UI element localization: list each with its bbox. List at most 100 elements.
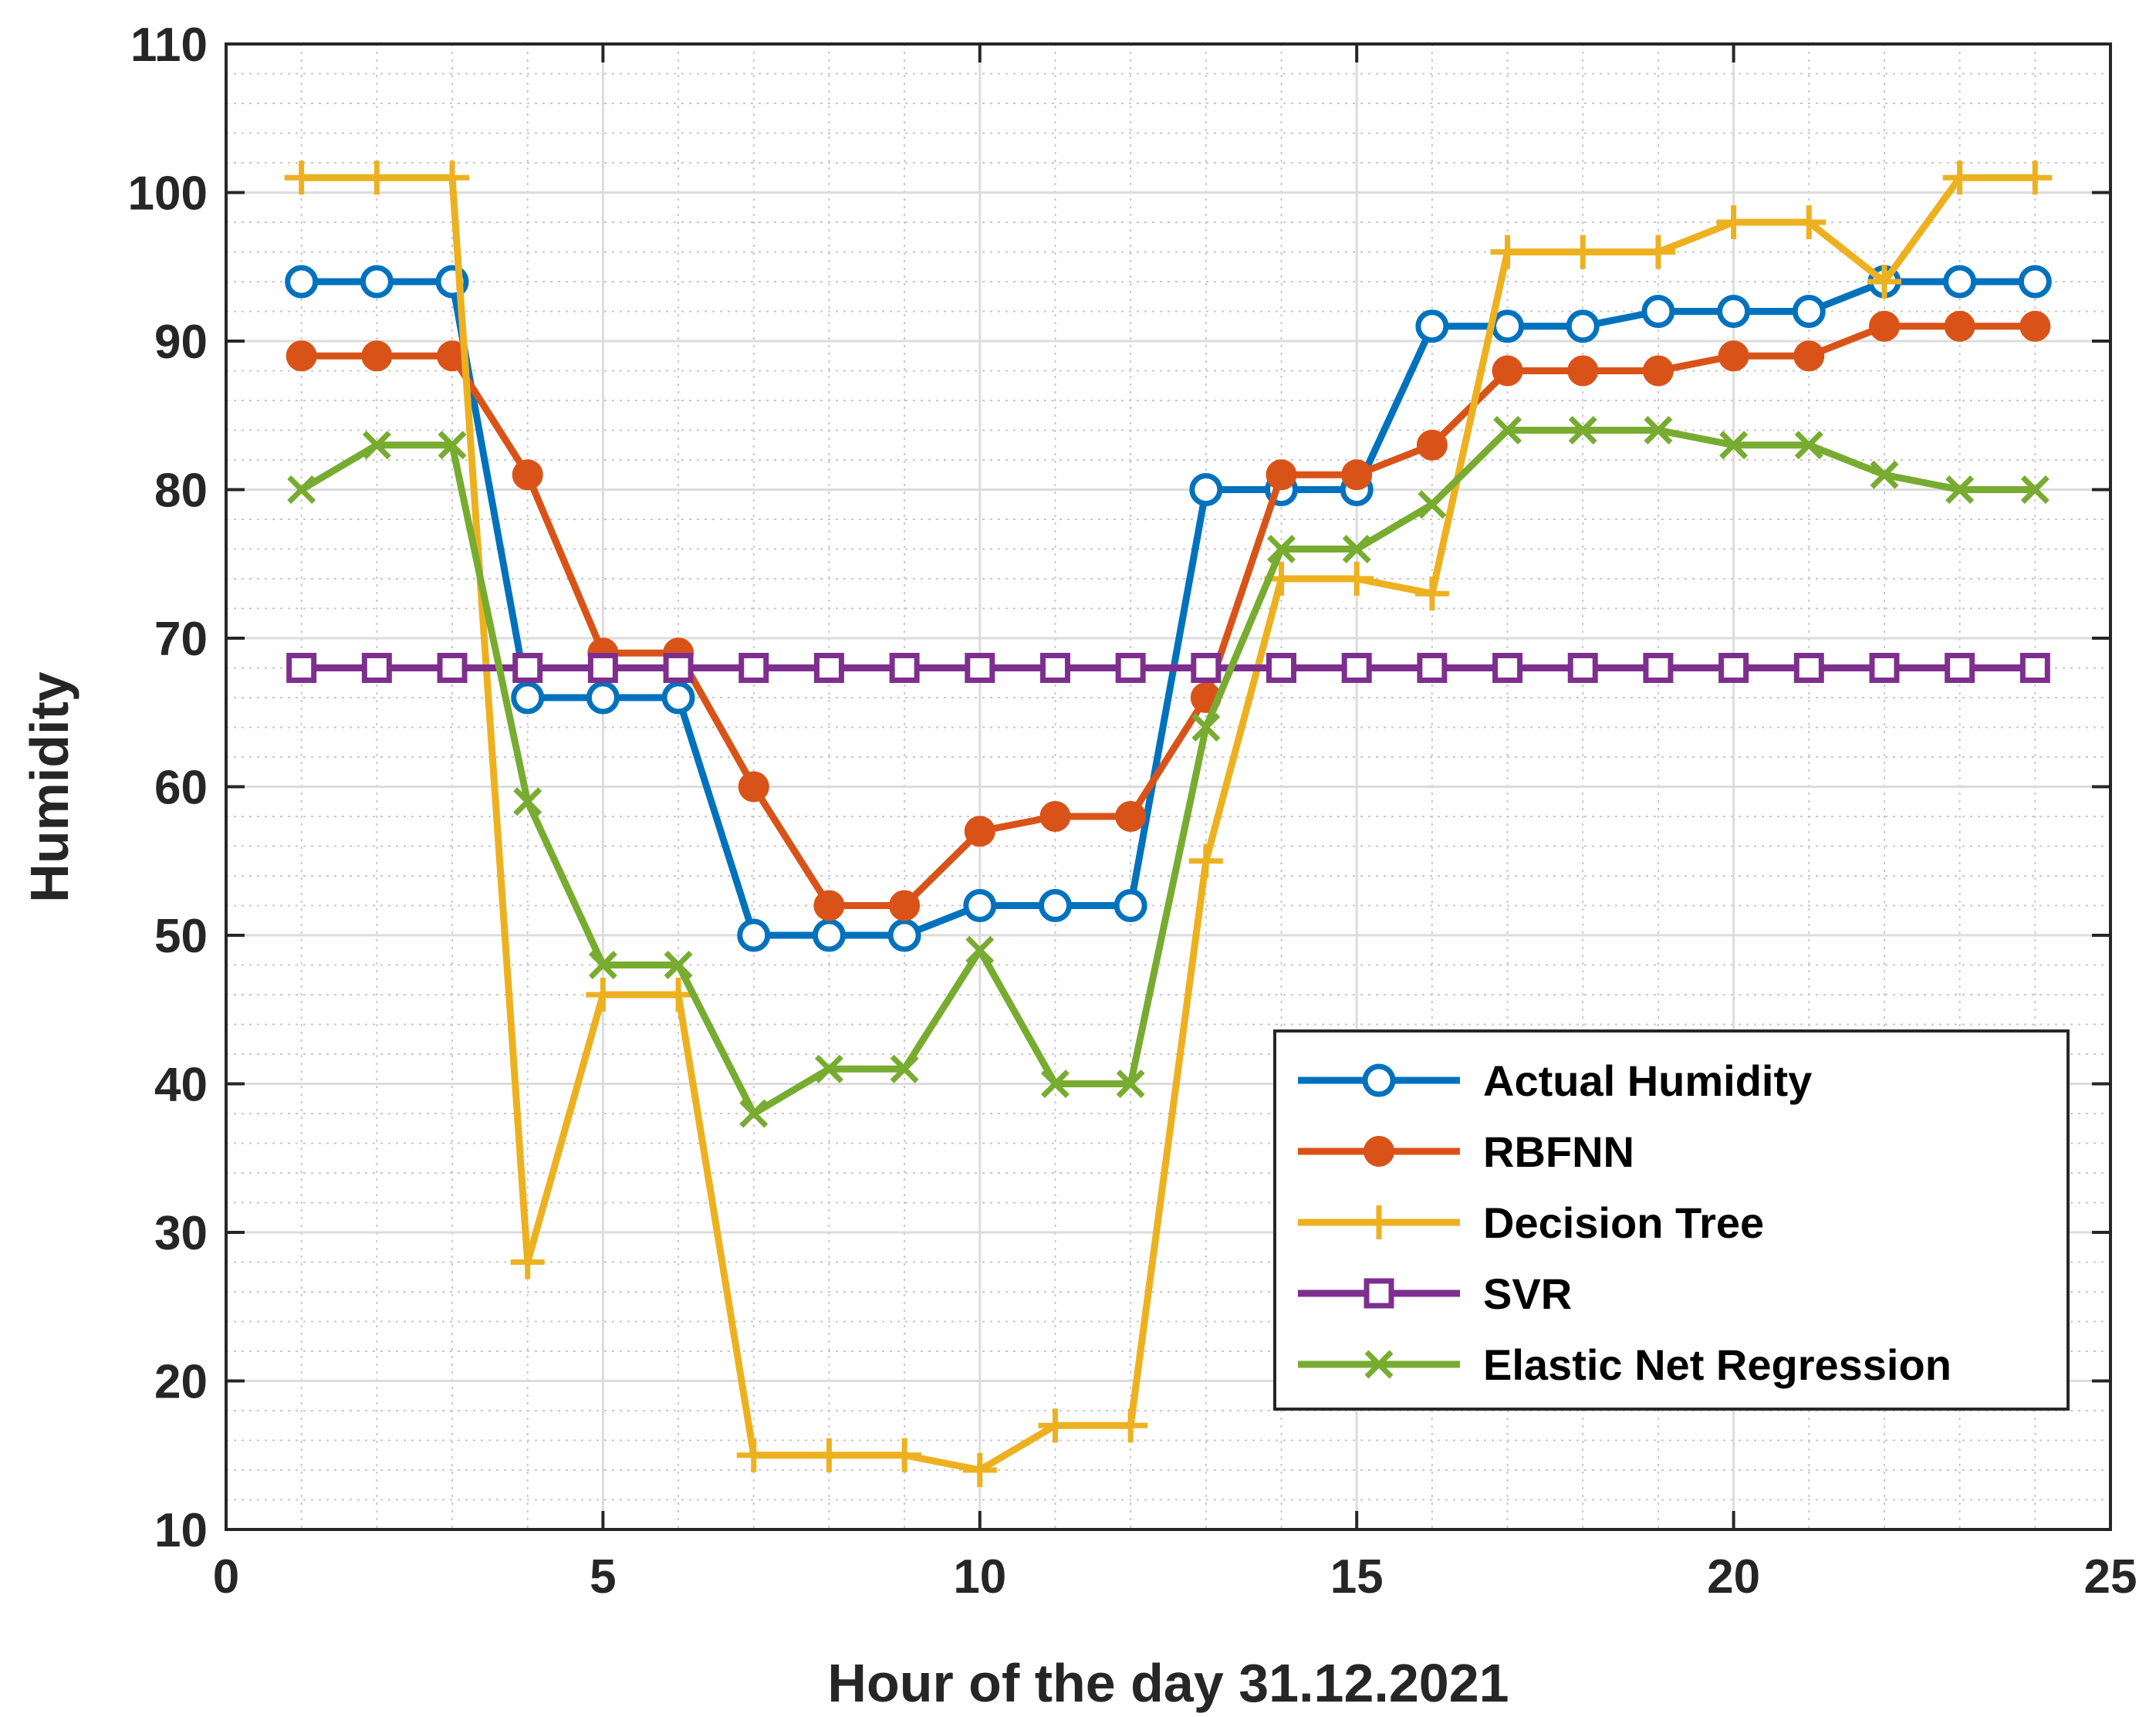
data-point-svr	[512, 653, 543, 683]
data-point-svr	[1718, 653, 1749, 683]
data-point-elastic-net-regression	[1116, 1070, 1145, 1098]
series-svr	[286, 653, 2050, 683]
data-point-rbfnn	[1266, 459, 1297, 491]
data-point-elastic-net-regression	[513, 787, 542, 816]
legend-marker-decision-tree	[1362, 1205, 1396, 1239]
data-point-svr	[1266, 653, 1297, 683]
data-point-svr	[965, 653, 995, 683]
data-point-svr	[1643, 653, 1674, 683]
data-point-elastic-net-regression	[588, 951, 617, 979]
data-point-elastic-net-regression	[965, 935, 995, 965]
data-point-svr	[361, 653, 392, 683]
legend-label-svr: SVR	[1483, 1269, 1572, 1318]
data-point-elastic-net-regression	[287, 475, 316, 504]
data-point-actual-humidity	[360, 265, 394, 299]
data-point-actual-humidity	[511, 681, 545, 715]
data-point-elastic-net-regression	[890, 1054, 919, 1083]
series-layer	[284, 161, 2053, 1487]
data-point-actual-humidity	[1566, 309, 1600, 343]
data-point-actual-humidity	[661, 681, 695, 715]
data-point-svr	[889, 653, 920, 683]
data-point-rbfnn	[361, 340, 393, 372]
x-axis-label: Hour of the day 31.12.2021	[827, 1653, 1509, 1713]
y-tick-label: 30	[154, 1207, 208, 1260]
plot-frame	[225, 42, 2112, 1531]
data-point-rbfnn	[1492, 355, 1523, 387]
data-point-decision-tree	[1716, 205, 1751, 239]
data-point-decision-tree	[2018, 161, 2053, 195]
data-point-svr	[1945, 653, 1975, 683]
data-point-rbfnn	[1642, 355, 1674, 387]
data-point-actual-humidity	[2018, 265, 2052, 299]
data-point-elastic-net-regression	[362, 431, 391, 460]
y-tick-label: 10	[154, 1504, 208, 1557]
legend-label-actual-humidity: Actual Humidity	[1483, 1056, 1812, 1105]
series-elastic-net-regression	[287, 416, 2050, 1128]
data-point-rbfnn	[813, 890, 845, 921]
series-line-elastic-net-regression	[298, 427, 2039, 1117]
data-point-actual-humidity	[1491, 309, 1525, 343]
data-point-elastic-net-regression	[2020, 475, 2050, 504]
data-point-decision-tree	[510, 1245, 545, 1279]
data-point-decision-tree	[1490, 235, 1525, 269]
data-point-decision-tree	[736, 1438, 771, 1472]
y-tick-label: 110	[130, 19, 208, 72]
data-point-actual-humidity	[1189, 473, 1223, 506]
data-point-actual-humidity	[1038, 889, 1072, 922]
data-point-rbfnn	[738, 771, 769, 803]
y-tick-label: 20	[154, 1356, 208, 1409]
data-point-svr	[1492, 653, 1523, 683]
data-point-decision-tree	[1188, 843, 1223, 878]
y-tick-label: 40	[154, 1059, 208, 1112]
data-point-actual-humidity	[285, 265, 319, 299]
series-rbfnn	[286, 310, 2051, 921]
data-point-svr	[286, 653, 317, 683]
data-point-svr	[437, 653, 468, 683]
data-point-elastic-net-regression	[1945, 475, 1975, 504]
data-point-svr	[1039, 653, 1070, 683]
data-point-svr	[1417, 653, 1448, 683]
data-point-rbfnn	[1793, 340, 1825, 372]
data-point-rbfnn	[2019, 310, 2051, 342]
data-point-svr	[1341, 653, 1372, 683]
series-actual-humidity	[285, 265, 2052, 952]
data-point-svr	[813, 653, 844, 683]
x-tick-label: 20	[1707, 1550, 1760, 1604]
data-point-actual-humidity	[1943, 265, 1977, 299]
data-point-rbfnn	[1115, 801, 1147, 832]
data-point-decision-tree	[1414, 576, 1449, 611]
legend-item-rbfnn: RBFNN	[1298, 1127, 1634, 1176]
legend-marker-elastic-net-regression	[1364, 1350, 1394, 1379]
x-tick-label: 0	[213, 1550, 239, 1604]
y-tick-label: 50	[154, 910, 208, 963]
series-decision-tree	[284, 161, 2053, 1487]
y-tick-label: 70	[154, 613, 208, 666]
data-point-actual-humidity	[887, 918, 921, 952]
data-point-decision-tree	[1942, 161, 1977, 195]
data-point-decision-tree	[360, 161, 394, 195]
data-point-elastic-net-regression	[1870, 460, 1899, 489]
data-point-decision-tree	[1641, 235, 1675, 269]
data-point-rbfnn	[889, 890, 921, 921]
data-point-elastic-net-regression	[1794, 431, 1823, 460]
data-point-decision-tree	[1566, 235, 1600, 269]
data-point-rbfnn	[1341, 459, 1373, 491]
legend-marker-svr	[1364, 1278, 1394, 1309]
data-point-actual-humidity	[1113, 889, 1147, 922]
y-tick-label: 100	[128, 167, 208, 221]
data-point-actual-humidity	[1717, 295, 1751, 328]
data-point-elastic-net-regression	[1342, 535, 1371, 563]
data-point-rbfnn	[1718, 340, 1749, 372]
data-point-rbfnn	[512, 459, 543, 491]
data-point-decision-tree	[1792, 205, 1827, 239]
data-point-elastic-net-regression	[1568, 416, 1597, 444]
data-point-elastic-net-regression	[814, 1054, 843, 1083]
data-point-elastic-net-regression	[1267, 535, 1296, 563]
data-point-rbfnn	[1868, 310, 1900, 342]
y-tick-label: 90	[154, 316, 208, 369]
data-point-elastic-net-regression	[1418, 490, 1447, 519]
data-point-rbfnn	[964, 816, 995, 847]
legend-marker-rbfnn	[1364, 1136, 1394, 1167]
data-point-elastic-net-regression	[1493, 416, 1522, 444]
